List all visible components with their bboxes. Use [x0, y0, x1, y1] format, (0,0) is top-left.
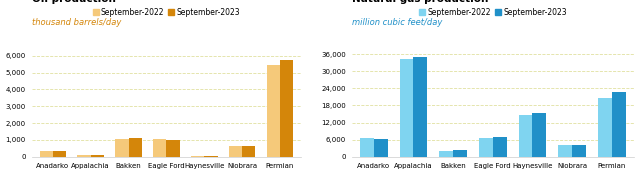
- Bar: [360, 138, 374, 157]
- Bar: [77, 155, 91, 157]
- Bar: [558, 145, 572, 157]
- Bar: [493, 137, 507, 157]
- Bar: [612, 92, 626, 157]
- Bar: [229, 146, 242, 157]
- Bar: [91, 155, 104, 157]
- Bar: [191, 156, 204, 157]
- Bar: [129, 138, 142, 157]
- Bar: [53, 151, 66, 157]
- Legend: September-2022, September-2023: September-2022, September-2023: [419, 8, 566, 17]
- Bar: [153, 139, 166, 157]
- Bar: [439, 151, 453, 157]
- Bar: [399, 59, 413, 157]
- Bar: [115, 139, 129, 157]
- Text: Natural gas production: Natural gas production: [352, 0, 488, 4]
- Bar: [374, 139, 388, 157]
- Bar: [572, 145, 586, 157]
- Bar: [532, 113, 547, 157]
- Text: thousand barrels/day: thousand barrels/day: [32, 18, 122, 27]
- Text: million cubic feet/day: million cubic feet/day: [352, 18, 442, 27]
- Legend: September-2022, September-2023: September-2022, September-2023: [93, 8, 240, 17]
- Text: Oil production: Oil production: [32, 0, 116, 4]
- Bar: [598, 98, 612, 157]
- Bar: [204, 156, 218, 157]
- Bar: [166, 140, 180, 157]
- Bar: [242, 146, 255, 157]
- Bar: [453, 150, 467, 157]
- Bar: [518, 115, 532, 157]
- Bar: [280, 60, 293, 157]
- Bar: [413, 57, 428, 157]
- Bar: [479, 138, 493, 157]
- Bar: [267, 65, 280, 157]
- Bar: [40, 151, 53, 157]
